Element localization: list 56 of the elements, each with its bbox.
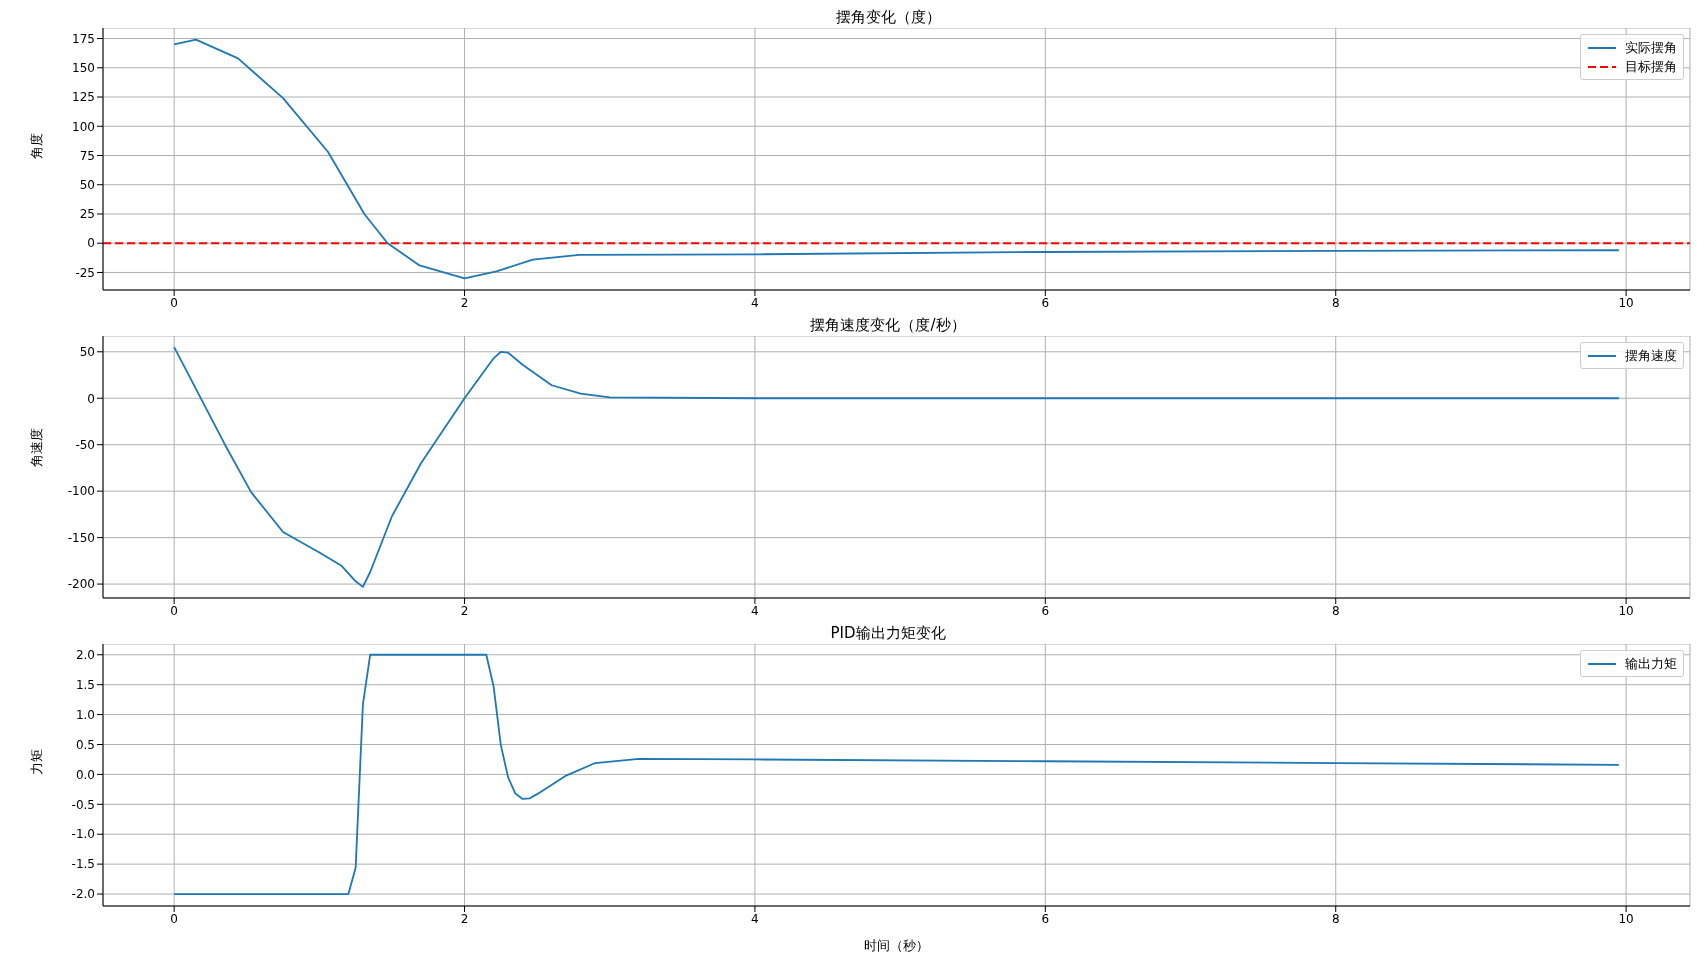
y-tick-label: -25 [75,265,95,280]
y-tick-label: -1.5 [71,857,95,872]
x-tick-label: 8 [1331,295,1340,310]
y-tick-label: -50 [75,437,95,452]
legend-label: 输出力矩 [1625,654,1677,673]
y-tick-label: 0.5 [75,737,95,752]
y-tick-label: 0 [87,236,95,251]
y-tick-label: 0.0 [75,767,95,782]
chart-title: PID输出力矩变化 [829,624,947,644]
y-tick-label: -150 [67,530,95,545]
x-tick-label: 4 [751,603,759,618]
x-tick-label: 8 [1331,603,1340,618]
line-series [173,653,1620,895]
y-tick-label: 25 [79,207,95,222]
x-tick-label: 10 [1618,911,1634,926]
y-tick-label: -100 [67,484,95,499]
x-axis-title: 时间（秒） [864,938,929,953]
chart-title: 摆角变化（度） [834,8,942,28]
x-tick-label: 6 [1041,911,1050,926]
y-tick-label: 0 [87,391,95,406]
x-tick-label: 2 [460,911,469,926]
y-tick-label: 1.0 [75,707,95,722]
x-tick-label: 8 [1331,911,1340,926]
x-tick-label: 4 [751,911,759,926]
line-series [173,38,1620,280]
x-tick-label: 6 [1041,603,1050,618]
y-tick-label: 1.5 [75,677,95,692]
line-series [173,346,1620,588]
y-tick-label: 125 [72,90,95,105]
x-tick-label: 10 [1618,603,1634,618]
x-tick-label: 0 [170,295,178,310]
y-tick-label: 50 [79,345,95,360]
y-tick-label: -200 [67,577,95,592]
chart-title: 摆角速度变化（度/秒） [809,316,967,336]
x-tick-label: 0 [170,603,178,618]
y-tick-label: 50 [79,177,95,192]
y-tick-label: -1.0 [71,827,95,842]
y-tick-label: -2.0 [71,887,95,902]
legend-label: 摆角速度 [1625,346,1677,365]
legend-label: 实际摆角 [1625,38,1677,57]
y-axis-title: 力矩 [28,749,44,775]
x-tick-label: 6 [1041,295,1050,310]
legend-label: 目标摆角 [1625,57,1677,76]
x-tick-label: 2 [460,603,469,618]
y-axis-title: 角速度 [28,428,44,467]
x-tick-label: 2 [460,295,469,310]
x-tick-label: 10 [1618,295,1634,310]
y-tick-label: -0.5 [71,797,95,812]
y-tick-label: 175 [72,31,95,46]
x-tick-label: 4 [751,295,759,310]
y-tick-label: 100 [72,119,95,134]
y-axis-title: 角度 [28,133,44,159]
y-tick-label: 150 [72,61,95,76]
y-tick-label: 2.0 [75,648,95,663]
y-tick-label: 75 [79,148,95,163]
x-tick-label: 0 [170,911,178,926]
